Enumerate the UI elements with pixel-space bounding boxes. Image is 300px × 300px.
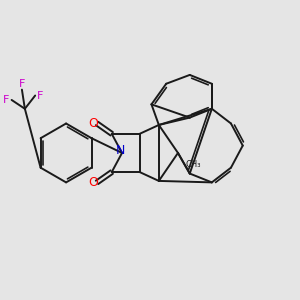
Text: O: O [88, 117, 98, 130]
Text: F: F [37, 91, 44, 100]
Text: F: F [3, 95, 10, 105]
Text: F: F [19, 79, 25, 89]
Text: N: N [116, 144, 125, 158]
Text: CH₃: CH₃ [185, 160, 201, 169]
Text: O: O [88, 176, 98, 189]
